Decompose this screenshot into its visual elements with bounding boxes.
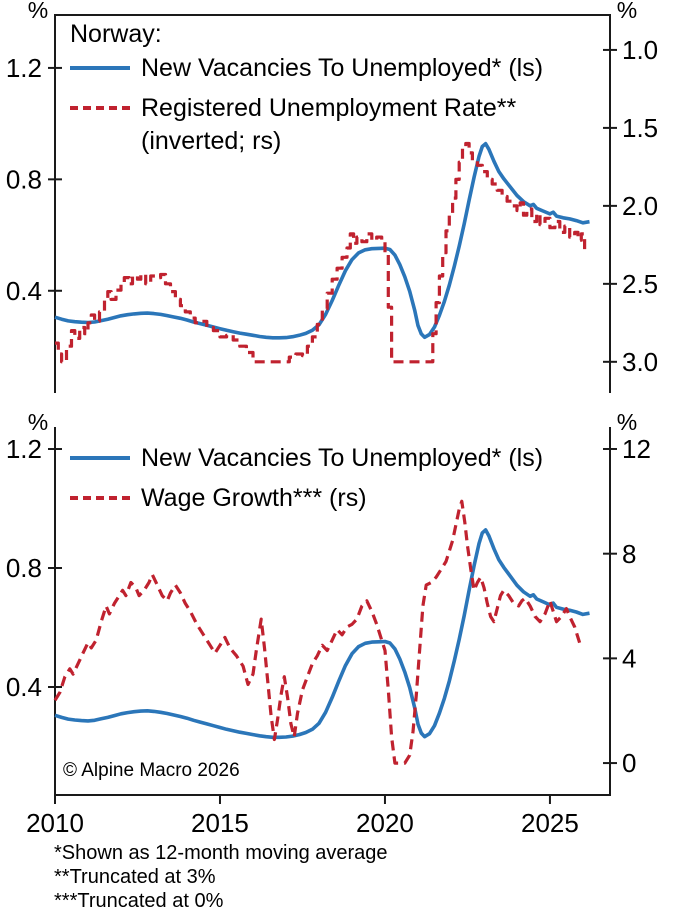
right-axis-unit-label: %: [617, 409, 637, 435]
footnote-2: **Truncated at 3%: [54, 866, 216, 888]
registered-unemployment-line: [55, 141, 587, 364]
wage-growth-line: [53, 499, 582, 765]
left-axis-unit-label: %: [28, 0, 48, 23]
right-axis-tick-label: 1.5: [622, 113, 658, 143]
x-axis-tick-label: 2015: [191, 808, 249, 838]
chart-title: Norway:: [70, 20, 162, 48]
left-axis-tick-label: 0.4: [6, 672, 42, 702]
x-axis-tick-label: 2025: [521, 808, 579, 838]
footnotes: *Shown as 12-month moving average **Trun…: [54, 841, 388, 913]
left-axis-tick-label: 0.4: [6, 276, 42, 306]
footnote-1: *Shown as 12-month moving average: [54, 842, 388, 864]
footnote-3: ***Truncated at 0%: [54, 890, 224, 912]
legend-label: Wage Growth*** (rs): [141, 483, 367, 512]
left-axis-tick-label: 1.2: [6, 53, 42, 83]
blue-solid-line-swatch: [70, 66, 130, 70]
right-axis-tick-label: 3.0: [622, 347, 658, 377]
legend-label: New Vacancies To Unemployed* (ls): [141, 53, 544, 82]
right-axis-tick-label: 12: [622, 434, 651, 464]
legend-item-vacancies: New Vacancies To Unemployed* (ls): [70, 438, 543, 478]
right-axis-tick-label: 4: [622, 643, 636, 673]
red-dashed-line-swatch: [70, 496, 130, 500]
legend-item-unemployment: Registered Unemployment Rate**: [70, 88, 543, 128]
red-dashed-line-swatch: [70, 106, 130, 110]
legend-item-unemployment-cont: (inverted; rs): [70, 126, 543, 155]
bottom-chart: 1.2 0.8 0.4 12 8 4 0% % 2010 2015 2020 2025: [6, 409, 651, 838]
right-axis-tick-label: 2.5: [622, 269, 658, 299]
legend-item-vacancies: New Vacancies To Unemployed* (ls): [70, 48, 543, 88]
top-chart-legend: Norway: New Vacancies To Unemployed* (ls…: [70, 20, 543, 155]
right-axis-tick-label: 1.0: [622, 35, 658, 65]
blue-solid-line-swatch: [70, 456, 130, 460]
left-axis-unit-label: %: [28, 409, 48, 435]
right-axis-tick-label: 2.0: [622, 191, 658, 221]
vacancies-to-unemployed-line: [54, 528, 590, 740]
vacancies-to-unemployed-line: [54, 141, 590, 340]
left-axis-tick-label: 0.8: [6, 553, 42, 583]
bottom-chart-legend: New Vacancies To Unemployed* (ls) Wage G…: [70, 438, 543, 518]
top-chart: 1.2 0.8 0.4 1.0 1.5 2.0 2.5 3.0%%: [6, 0, 658, 393]
copyright-note: © Alpine Macro 2026: [63, 760, 240, 781]
legend-label: New Vacancies To Unemployed* (ls): [141, 443, 544, 472]
left-axis-tick-label: 0.8: [6, 164, 42, 194]
right-axis-tick-label: 8: [622, 539, 636, 569]
legend-label: Registered Unemployment Rate**: [141, 93, 517, 122]
right-axis-unit-label: %: [617, 0, 637, 23]
legend-item-wage-growth: Wage Growth*** (rs): [70, 478, 543, 518]
x-axis-tick-label: 2010: [26, 808, 84, 838]
legend-label: (inverted; rs): [141, 126, 282, 155]
left-axis-tick-label: 1.2: [6, 434, 42, 464]
right-axis-tick-label: 0: [622, 748, 636, 778]
x-axis-tick-label: 2020: [356, 808, 414, 838]
